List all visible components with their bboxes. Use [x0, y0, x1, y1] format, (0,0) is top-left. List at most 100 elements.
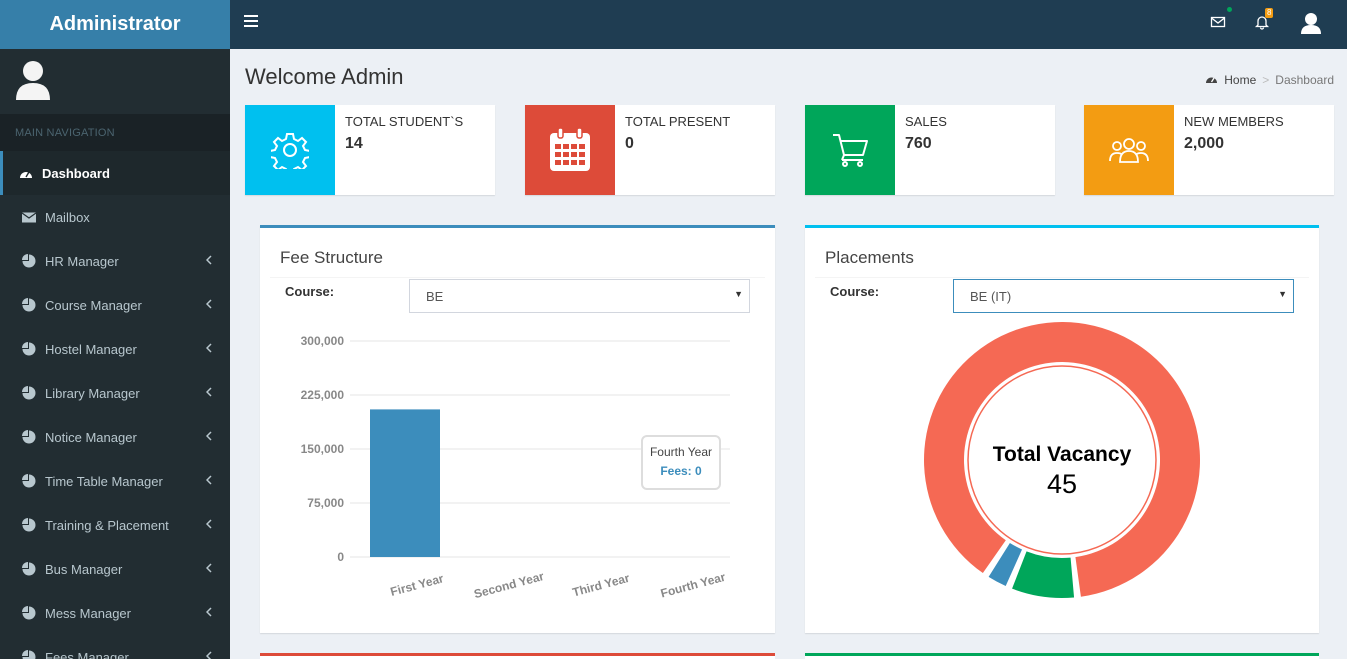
chevron-left-icon	[205, 386, 212, 400]
info-box-sales: SALES 760	[805, 105, 1055, 195]
select-value: BE	[426, 289, 444, 304]
sidebar-item-label: Notice Manager	[45, 429, 137, 445]
x-tick-label: Third Year	[571, 571, 631, 600]
course-label: Course:	[285, 284, 335, 299]
sidebar-item-label: HR Manager	[45, 253, 119, 269]
info-box-value: 14	[345, 135, 363, 152]
info-box-label: TOTAL PRESENT	[625, 114, 731, 129]
users-icon	[1109, 138, 1149, 163]
placements-box: Placements Course: BE (IT) ▼ Total Vacan…	[805, 225, 1319, 633]
box-title: Fee Structure	[280, 248, 383, 267]
breadcrumb: Home > Dashboard	[1205, 73, 1334, 87]
bell-icon[interactable]: 8	[1254, 8, 1274, 35]
sidebar-item-label: Hostel Manager	[45, 341, 137, 357]
sidebar-item-label: Course Manager	[45, 297, 142, 313]
dashboard-icon	[1205, 73, 1218, 87]
sidebar-toggle-icon[interactable]	[244, 15, 258, 29]
sidebar-item-course-manager[interactable]: Course Manager	[0, 283, 230, 327]
chevron-down-icon: ▼	[734, 289, 743, 299]
fee-structure-box: Fee Structure Course: BE ▼ 0 75,000 150,00…	[260, 225, 775, 633]
sidebar-item-label: Bus Manager	[45, 561, 123, 577]
sidebar-item-dashboard[interactable]: Dashboard	[0, 151, 230, 195]
donut-slice-green[interactable]	[1012, 551, 1075, 598]
chart-tooltip: Fourth Year Fees: 0	[641, 435, 721, 490]
box-title: Placements	[825, 248, 914, 267]
sidebar: MAIN NAVIGATION Dashboard Mailbox HR Manag…	[0, 49, 230, 659]
cart-icon	[833, 134, 868, 167]
chevron-left-icon	[205, 298, 212, 312]
envelope-icon[interactable]	[1210, 7, 1232, 35]
user-menu-avatar-icon[interactable]	[1300, 11, 1322, 40]
donut-center-value: 45	[1047, 469, 1077, 499]
y-tick-label: 150,000	[301, 442, 345, 456]
pie-chart-icon	[21, 298, 37, 312]
pie-chart-icon	[21, 562, 37, 576]
sidebar-item-mess-manager[interactable]: Mess Manager	[0, 591, 230, 635]
fee-bar-chart: 0 75,000 150,000 225,000 300,000 First Year Se…	[301, 334, 730, 601]
sidebar-item-mailbox[interactable]: Mailbox	[0, 195, 230, 239]
sidebar-item-notice-manager[interactable]: Notice Manager	[0, 415, 230, 459]
chevron-left-icon	[205, 342, 212, 356]
info-box-label: SALES	[905, 114, 947, 129]
chevron-left-icon	[205, 430, 212, 444]
tooltip-value: Fees: 0	[660, 464, 702, 478]
fee-course-select[interactable]: BE ▼	[409, 279, 750, 313]
info-box-icon-bg	[525, 105, 615, 195]
sidebar-item-hr-manager[interactable]: HR Manager	[0, 239, 230, 283]
bar-first-year[interactable]	[370, 409, 440, 557]
breadcrumb-separator: >	[1262, 73, 1270, 87]
sidebar-item-library-manager[interactable]: Library Manager	[0, 371, 230, 415]
info-box-icon-bg	[805, 105, 895, 195]
chevron-left-icon	[205, 518, 212, 532]
info-box-new-members: NEW MEMBERS 2,000	[1084, 105, 1334, 195]
info-box-value: 0	[625, 135, 634, 152]
pie-chart-icon	[21, 650, 37, 659]
chevron-left-icon	[205, 474, 212, 488]
pie-chart-icon	[21, 518, 37, 532]
pie-chart-icon	[21, 474, 37, 488]
lower-box-left-border	[260, 653, 775, 659]
info-box-icon-bg	[1084, 105, 1174, 195]
sidebar-item-fees-manager[interactable]: Fees Manager	[0, 635, 230, 659]
placement-course-select[interactable]: BE (IT) ▼	[953, 279, 1294, 313]
y-tick-label: 75,000	[307, 496, 344, 510]
pie-chart-icon	[21, 342, 37, 356]
course-label: Course:	[830, 284, 880, 299]
y-tick-label: 0	[337, 550, 344, 564]
x-tick-label: First Year	[389, 571, 446, 599]
user-panel	[0, 49, 230, 114]
chevron-left-icon	[205, 606, 212, 620]
donut-slice-blue[interactable]	[988, 542, 1023, 586]
pie-chart-icon	[21, 254, 37, 268]
info-box-value: 760	[905, 135, 932, 152]
dashboard-icon	[18, 166, 34, 180]
nav-menu: Dashboard Mailbox HR Manager Course Manager…	[0, 151, 230, 659]
sidebar-item-label: Fees Manager	[45, 649, 129, 659]
sidebar-item-hostel-manager[interactable]: Hostel Manager	[0, 327, 230, 371]
sidebar-item-training-placement[interactable]: Training & Placement	[0, 503, 230, 547]
lower-box-right-border	[805, 653, 1319, 659]
sidebar-item-label: Training & Placement	[45, 517, 169, 533]
brand-logo[interactable]: Administrator	[0, 0, 230, 49]
pie-chart-icon	[21, 606, 37, 620]
info-box-label: NEW MEMBERS	[1184, 114, 1284, 129]
donut-inner-ring	[967, 365, 1157, 555]
top-navbar: 8	[230, 0, 1347, 49]
info-box-icon-bg	[245, 105, 335, 195]
gear-icon	[271, 133, 309, 169]
page-title: Welcome Admin	[245, 64, 404, 89]
nav-header: MAIN NAVIGATION	[0, 114, 230, 151]
notification-badge: 8	[1265, 8, 1274, 18]
calendar-icon	[550, 127, 590, 171]
select-value: BE (IT)	[970, 289, 1012, 304]
sidebar-item-label: Library Manager	[45, 385, 140, 401]
user-avatar-icon	[15, 59, 215, 101]
sidebar-item-time-table-manager[interactable]: Time Table Manager	[0, 459, 230, 503]
sidebar-item-bus-manager[interactable]: Bus Manager	[0, 547, 230, 591]
info-box-total-students: TOTAL STUDENT`S 14	[245, 105, 495, 195]
x-tick-label: Second Year	[472, 569, 545, 601]
y-tick-label: 225,000	[301, 388, 345, 402]
sidebar-item-label: Mess Manager	[45, 605, 131, 621]
breadcrumb-home-link[interactable]: Home	[1224, 73, 1257, 87]
x-tick-label: Fourth Year	[659, 570, 727, 601]
